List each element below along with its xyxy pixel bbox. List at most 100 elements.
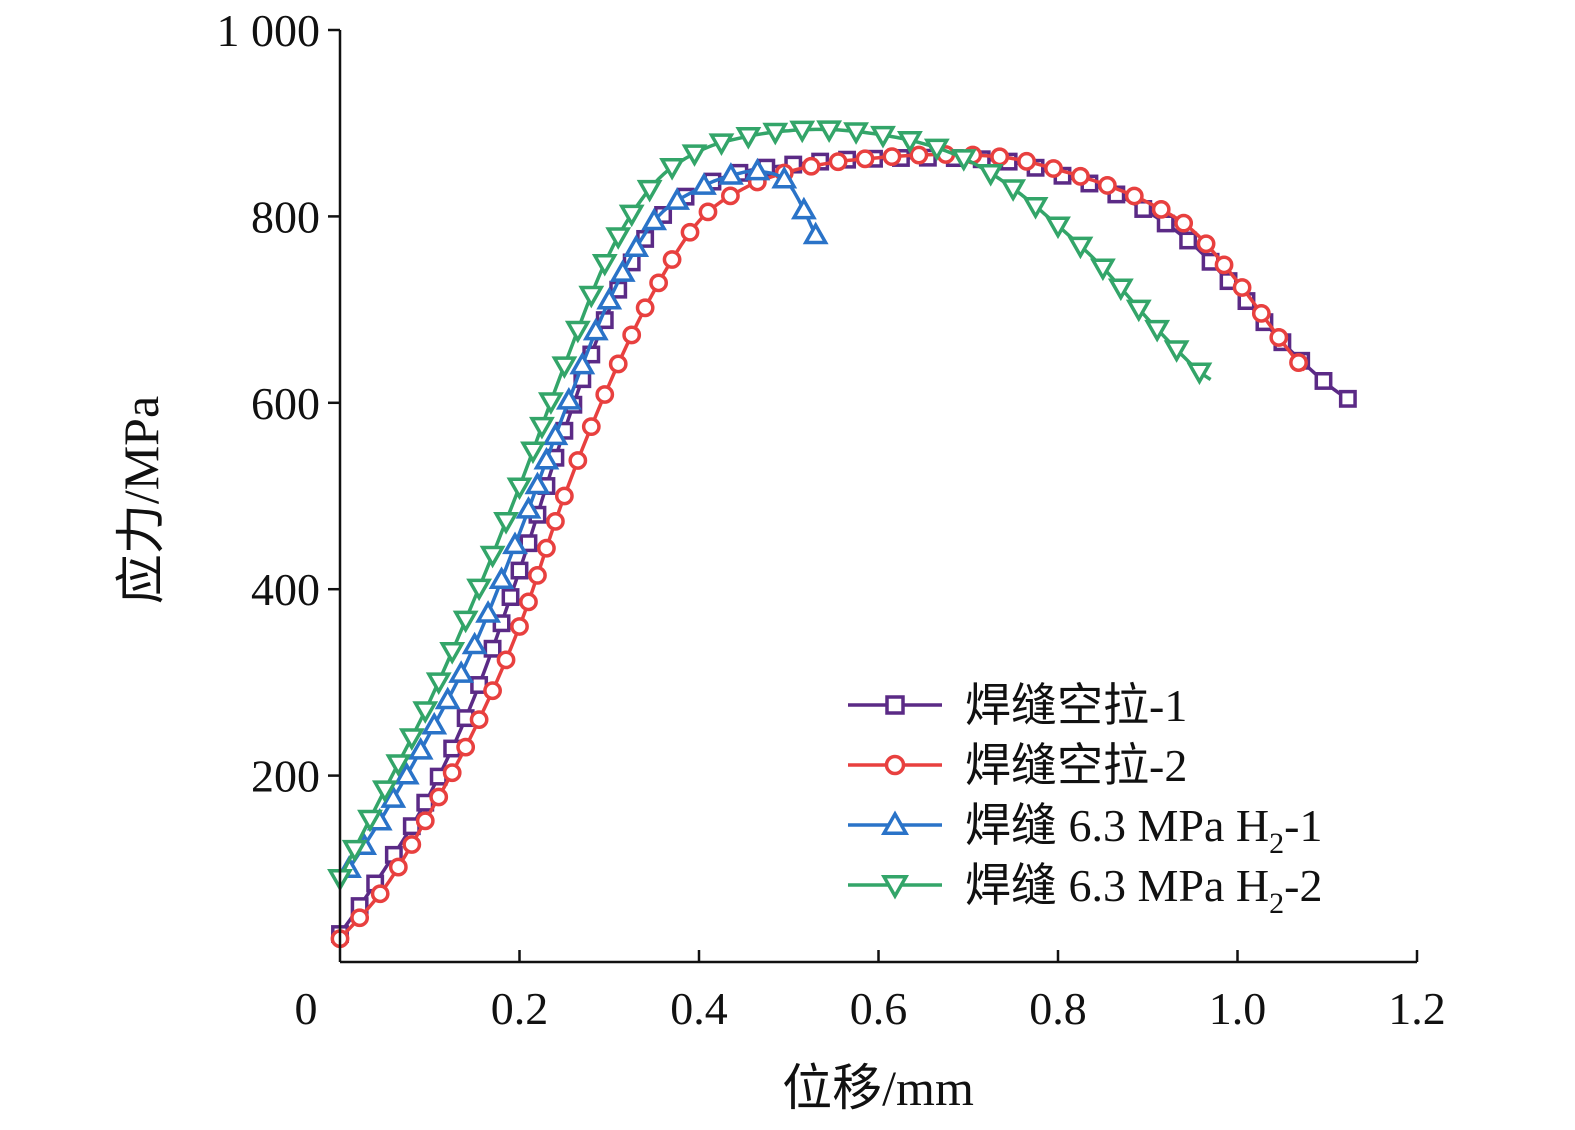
triangle-down-marker [636,179,663,203]
circle-marker [1174,213,1194,233]
circle-marker [1289,353,1308,372]
circle-marker [1044,159,1063,178]
triangle-up-marker [802,221,829,245]
x-tick-label: 0.6 [850,983,908,1034]
circle-marker [483,681,502,701]
triangle-up-marker [407,737,434,760]
circle-marker [496,650,516,670]
circle-marker [1097,176,1117,195]
triangle-down-marker [1144,319,1171,343]
triangle-down-marker [977,164,1004,187]
triangle-down-marker [466,578,493,602]
y-tick-label: 200 [251,751,320,802]
circle-marker [456,737,476,757]
triangle-down-marker [506,477,533,501]
triangle-down-marker [1000,179,1027,202]
x-tick-label: 0 [295,983,318,1034]
triangle-down-marker [520,441,546,465]
square-marker [483,639,502,658]
triangle-up-marker [790,196,817,220]
circle-marker [1151,199,1171,219]
triangle-down-marker [551,356,578,379]
circle-marker [1017,151,1036,171]
triangle-down-marker [371,780,398,804]
circle-marker [546,511,565,531]
series-line [338,152,1307,940]
triangle-down-marker [1067,236,1094,260]
series-3 [336,157,829,878]
triangle-up-marker [609,259,636,282]
triangle-down-marker [843,122,869,145]
triangle-down-marker [1045,216,1071,240]
circle-marker [595,385,615,404]
series-4 [327,120,1213,892]
triangle-up-marker [524,471,551,495]
x-tick-label: 1.0 [1209,983,1267,1034]
circle-marker [1071,166,1090,186]
circle-marker [1196,234,1216,254]
circle-marker [350,908,370,928]
legend-label-tail: -1 [1284,800,1322,851]
circle-marker [1269,328,1289,347]
circle-marker [882,147,902,167]
circle-marker [721,186,740,206]
triangle-up-marker [641,207,668,231]
triangle-up-marker [434,686,461,710]
triangle-down-marker [452,610,479,634]
circle-marker [1124,186,1144,206]
triangle-down-marker [1186,362,1213,386]
triangle-down-marker [564,320,591,344]
triangle-down-marker [1125,299,1152,323]
triangle-down-marker [578,285,605,309]
triangle-up-marker [461,631,488,655]
y-tick-label: 600 [251,378,320,429]
legend-item-4: 焊缝 6.3 MPa H2-2 [848,860,1322,920]
triangle-down-marker [591,253,618,277]
x-tick-label: 0.2 [491,983,549,1034]
circle-marker [370,884,390,904]
triangle-down-marker [708,133,735,156]
triangle-down-marker [385,754,412,777]
triangle-down-marker [529,416,555,440]
circle-marker [828,152,848,172]
triangle-down-marker [681,144,708,167]
triangle-down-marker [1022,197,1049,220]
circle-marker [649,273,669,293]
triangle-up-marker [744,157,771,181]
circle-marker [442,763,462,783]
circle-marker [698,202,718,222]
square-marker [510,561,529,580]
triangle-up-marker [542,422,569,446]
axes: 0 0.2 0.4 0.6 0.8 1.0 1.2 200 400 600 800 1 000 [217,5,1446,1034]
legend-label: 焊缝空拉-1 [965,680,1187,731]
legend-label: 焊缝 6.3 MPa H2-1 [965,800,1322,860]
circle-marker [510,617,529,636]
circle-marker [415,811,435,831]
square-marker [501,588,520,607]
legend-label-main: 焊缝 6.3 MPa H [965,800,1269,851]
triangle-down-marker [412,701,439,724]
circle-marker [581,417,601,437]
y-tick-label: 400 [251,564,320,615]
triangle-down-marker [1089,258,1116,282]
square-marker [1314,372,1333,390]
triangle-up-marker [533,446,560,470]
triangle-down-marker [357,809,383,833]
square-marker [1338,389,1357,408]
triangle-up-marker [623,234,650,258]
legend-label-subscript: 2 [1269,827,1284,860]
circle-marker [1251,303,1271,323]
circle-marker [469,710,489,730]
triangle-down-marker [537,392,564,415]
square-marker [1179,231,1198,250]
triangle-down-marker [618,204,645,228]
circle-marker [537,538,556,558]
triangle-up-marker [664,187,691,210]
legend-label-main: 焊缝空拉-2 [965,740,1187,791]
triangle-up-marker [771,165,798,189]
triangle-down-marker [789,120,816,144]
circle-marker [855,149,875,169]
circle-marker [429,787,449,807]
